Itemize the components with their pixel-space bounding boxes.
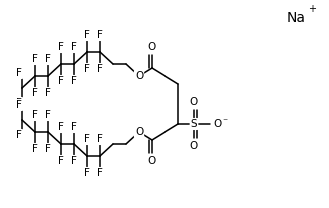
Text: S: S: [191, 119, 197, 129]
Text: F: F: [45, 110, 51, 120]
Text: F: F: [16, 68, 22, 78]
Text: F: F: [97, 30, 103, 40]
Text: F: F: [58, 76, 64, 86]
Text: F: F: [16, 98, 22, 108]
Text: O: O: [190, 97, 198, 107]
Text: F: F: [32, 88, 38, 98]
Text: F: F: [84, 168, 90, 178]
Text: F: F: [58, 122, 64, 132]
Text: F: F: [71, 122, 77, 132]
Text: O: O: [135, 127, 143, 137]
Text: F: F: [71, 76, 77, 86]
Text: O: O: [190, 141, 198, 151]
Text: F: F: [58, 42, 64, 52]
Text: F: F: [45, 88, 51, 98]
Text: F: F: [32, 54, 38, 64]
Text: F: F: [16, 130, 22, 140]
Text: F: F: [45, 144, 51, 154]
Text: O: O: [148, 42, 156, 52]
Text: ⁻: ⁻: [222, 117, 227, 127]
Text: O: O: [148, 156, 156, 166]
Text: O: O: [135, 71, 143, 81]
Text: O: O: [213, 119, 221, 129]
Text: F: F: [58, 156, 64, 166]
Text: F: F: [71, 156, 77, 166]
Text: F: F: [32, 144, 38, 154]
Text: F: F: [16, 100, 22, 110]
Text: +: +: [308, 4, 316, 14]
Text: F: F: [97, 134, 103, 144]
Text: F: F: [97, 168, 103, 178]
Text: F: F: [84, 30, 90, 40]
Text: F: F: [84, 134, 90, 144]
Text: F: F: [71, 42, 77, 52]
Text: F: F: [97, 64, 103, 74]
Text: Na: Na: [287, 11, 306, 25]
Text: F: F: [45, 54, 51, 64]
Text: F: F: [32, 110, 38, 120]
Text: F: F: [84, 64, 90, 74]
